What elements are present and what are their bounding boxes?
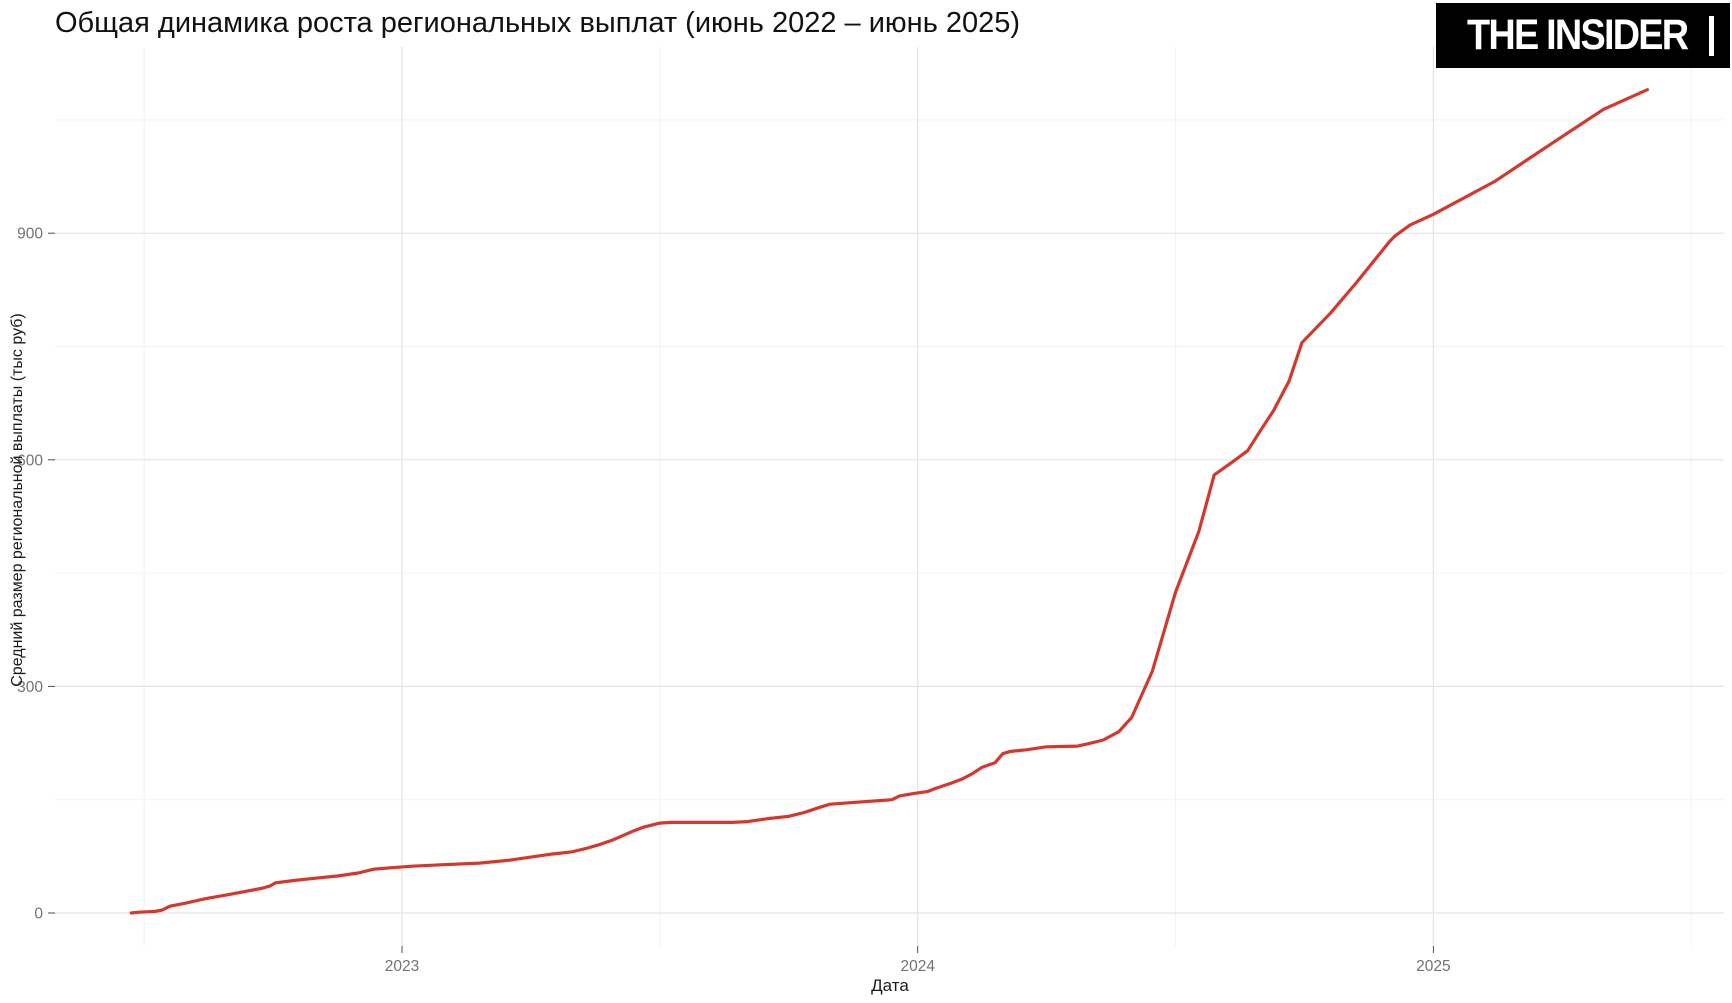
logo-cursor-bar [1708,15,1714,56]
y-tick-label: 0 [34,906,43,923]
grid-minor [55,47,1724,946]
y-axis-title: Средний размер региональной выплаты (тыс… [9,313,26,687]
series-line [129,88,1650,915]
logo-wordmark: THE INSIDER [1467,11,1689,59]
y-tick-label: 600 [17,452,43,469]
x-tick-label: 2023 [385,958,419,975]
x-axis-title: Дата [871,976,909,995]
the-insider-logo: THE INSIDER [1436,3,1730,68]
y-tick-label: 300 [17,679,43,696]
x-tick-label: 2024 [900,958,935,975]
y-tick-label: 900 [17,226,43,243]
x-tick-label: 2025 [1416,958,1450,975]
axes: 2023 2024 2025 0 300 600 900 [17,226,1451,975]
chart-title: Общая динамика роста региональных выплат… [55,7,1021,39]
grid-major [55,47,1724,946]
